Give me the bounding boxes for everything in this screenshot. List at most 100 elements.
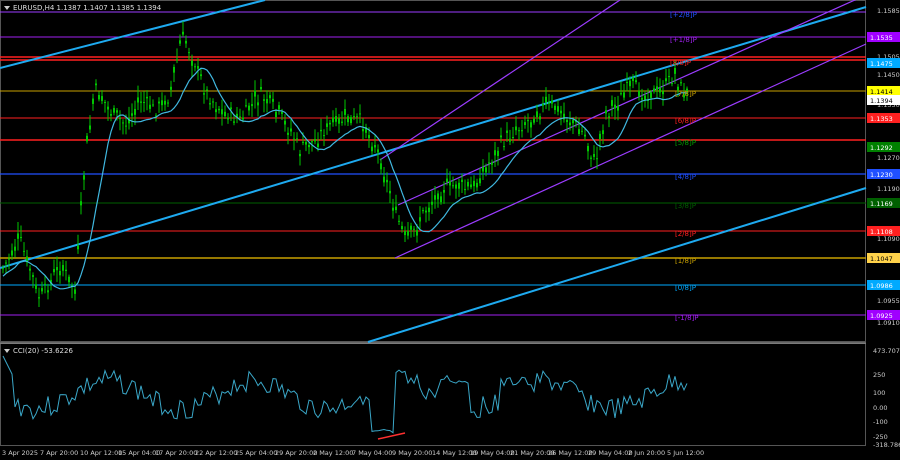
candle-body	[473, 180, 475, 187]
price-tag-label: 1.1292	[870, 144, 893, 152]
candle-body	[263, 99, 265, 101]
candle-body	[635, 80, 637, 83]
chart-menu-icon[interactable]	[4, 6, 10, 10]
candle-body	[317, 143, 319, 148]
candle-body	[431, 201, 433, 205]
candle-body	[599, 133, 601, 140]
candle-body	[350, 117, 352, 124]
candle-body	[338, 118, 340, 124]
candle-body	[98, 95, 100, 100]
candle-body	[173, 66, 175, 73]
candle-body	[398, 220, 400, 222]
candle-body	[182, 31, 184, 35]
candle-body	[293, 138, 295, 140]
trend-lines	[0, 0, 867, 343]
candle-body	[242, 117, 244, 120]
candle-body	[206, 89, 208, 91]
candle-body	[335, 116, 337, 122]
candle-body	[290, 128, 292, 132]
cci-axis: 473.707 250 100 0.00 -100 -250-318.786	[873, 347, 900, 449]
candle-body	[485, 167, 487, 173]
candle-body	[341, 121, 343, 123]
candle-body	[116, 110, 118, 113]
trend-line[interactable]	[0, 0, 266, 69]
candle-body	[506, 130, 508, 133]
trend-line[interactable]	[367, 187, 867, 343]
trend-line[interactable]	[0, 6, 867, 269]
candle-body	[668, 76, 670, 78]
candle-body	[257, 102, 259, 106]
candle-body	[395, 206, 397, 211]
candle-body	[554, 105, 556, 111]
candle-body	[680, 82, 682, 84]
cci-tick: -250	[873, 433, 888, 441]
candle-body	[155, 115, 157, 117]
murray-label: [+2/8]P	[670, 11, 697, 19]
murray-label: [+1/8]P	[670, 36, 697, 44]
candle-body	[110, 114, 112, 116]
candle-body	[392, 207, 394, 211]
price-tag	[867, 226, 900, 236]
price-tag	[867, 58, 900, 68]
candle-body	[38, 297, 40, 299]
channel-line[interactable]	[379, 0, 621, 161]
candle-body	[620, 93, 622, 95]
candle-body	[92, 98, 94, 104]
candle-body	[188, 52, 190, 54]
candle-body	[140, 101, 142, 103]
candle-body	[44, 283, 46, 285]
murray-label: [8/8]P	[670, 59, 691, 67]
time-tick: 2 Jun 20:00	[628, 449, 665, 457]
candle-body	[80, 201, 82, 206]
candle-body	[641, 98, 643, 100]
candle-body	[548, 102, 550, 104]
chart-header: EURUSD,H4 1.1387 1.1407 1.1385 1.1394	[13, 4, 162, 12]
candle-body	[356, 116, 358, 118]
price-tag	[867, 280, 900, 290]
time-tick: 22 Apr 12:00	[195, 449, 237, 457]
candle-body	[113, 108, 115, 113]
price-tag-label: 1.1475	[870, 60, 893, 68]
price-tick: 1.1090	[877, 235, 900, 243]
candle-body	[281, 111, 283, 114]
candle-body	[428, 207, 430, 213]
candle-body	[26, 256, 28, 263]
candle-body	[422, 210, 424, 212]
candle-body	[467, 181, 469, 187]
time-tick: 21 May 20:00	[510, 449, 555, 457]
candle-body	[29, 268, 31, 271]
price-tag	[867, 198, 900, 208]
candle-body	[14, 246, 16, 251]
candle-body	[212, 101, 214, 103]
candle-body	[164, 100, 166, 105]
candle-body	[449, 181, 451, 186]
channel-line[interactable]	[394, 43, 867, 259]
candle-body	[677, 86, 679, 91]
candle-body	[407, 230, 409, 236]
price-tick: 1.0910	[877, 319, 900, 327]
price-tag-label: 1.0925	[870, 312, 893, 320]
channel-line[interactable]	[397, 0, 866, 206]
price-tag	[867, 32, 900, 42]
time-tick: 17 Apr 20:00	[155, 449, 197, 457]
candle-body	[23, 250, 25, 252]
candle-body	[623, 92, 625, 98]
candle-body	[608, 116, 610, 118]
candle-body	[146, 96, 148, 99]
candle-body	[587, 146, 589, 152]
time-tick: 15 Apr 04:00	[118, 449, 160, 457]
candle-body	[74, 289, 76, 294]
candle-body	[233, 121, 235, 123]
candle-body	[455, 184, 457, 189]
candle-body	[353, 116, 355, 118]
candle-body	[491, 162, 493, 165]
candle-body	[305, 141, 307, 145]
candle-body	[191, 60, 193, 66]
candle-body	[95, 83, 97, 86]
candle-body	[107, 106, 109, 110]
candle-body	[530, 122, 532, 128]
candle-body	[197, 66, 199, 69]
indicator-menu-icon[interactable]	[4, 349, 10, 353]
candle-body	[551, 100, 553, 104]
